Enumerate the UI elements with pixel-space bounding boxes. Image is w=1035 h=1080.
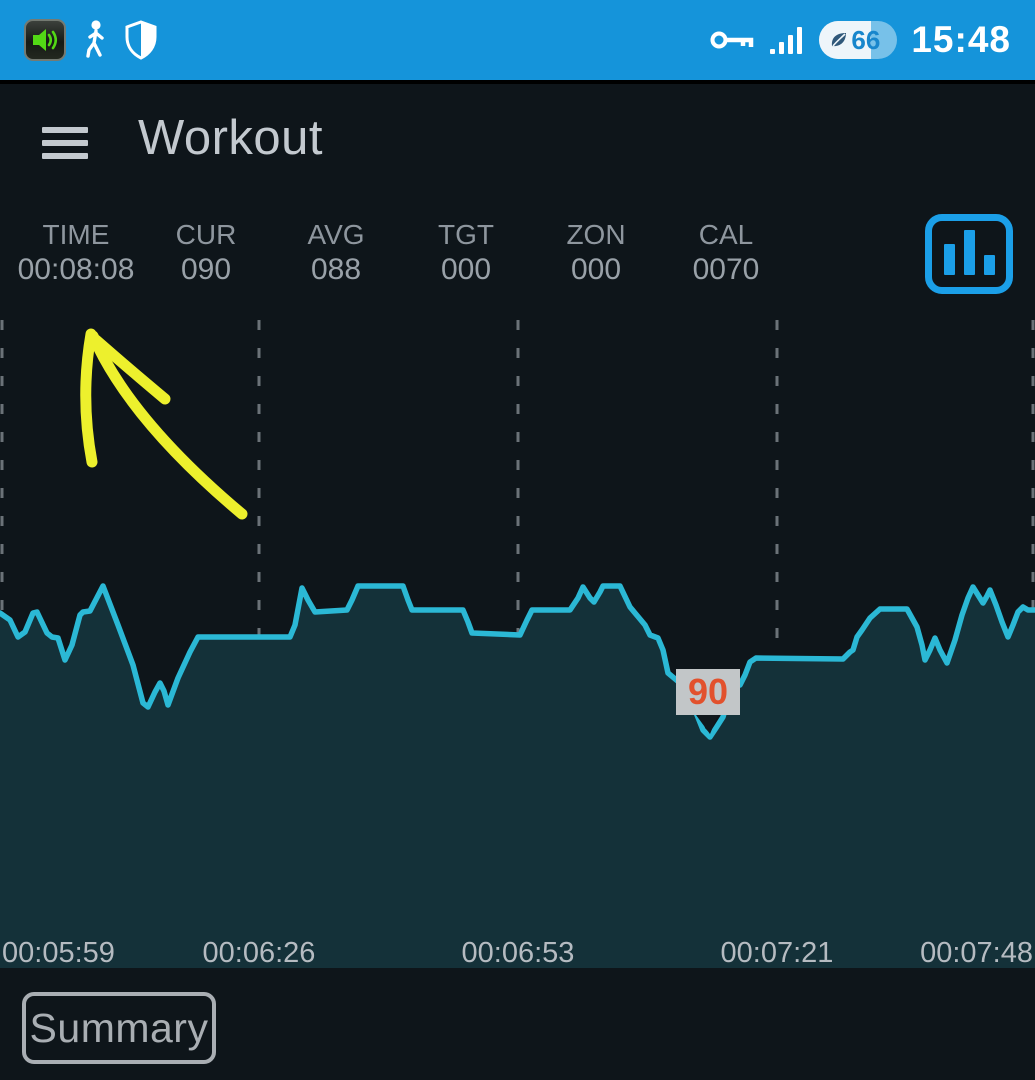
x-tick-label: 00:05:59 — [2, 937, 115, 969]
bar-chart-icon[interactable] — [925, 214, 1013, 294]
heart-rate-chart[interactable]: 00:05:59 00:06:26 00:06:53 00:07:21 00:0… — [0, 310, 1035, 970]
walking-person-icon — [86, 20, 104, 58]
status-bar: 66 15:48 — [0, 0, 1035, 80]
vpn-key-icon — [710, 31, 754, 49]
battery-saver-leaf-icon — [832, 33, 847, 47]
stat-calories: CAL 0070 — [692, 219, 760, 286]
battery-saver-indicator: 66 — [819, 21, 898, 59]
shield-security-icon — [125, 20, 157, 60]
value-tooltip: 90 — [676, 669, 740, 734]
signal-strength-icon — [770, 27, 803, 54]
battery-fill-level — [819, 21, 871, 59]
page-title: Workout — [138, 111, 324, 165]
stat-time: TIME 00:08:08 — [17, 219, 135, 286]
status-time: 15:48 — [911, 19, 1011, 60]
stat-current-hr: CUR 090 — [175, 219, 237, 286]
arrow-annotation-icon — [80, 328, 248, 520]
hamburger-menu-icon[interactable] — [42, 127, 88, 159]
stat-zone: ZON 000 — [566, 219, 626, 286]
heart-rate-area-fill — [0, 586, 1035, 968]
x-tick-label: 00:06:53 — [462, 937, 575, 969]
stat-target: TGT 000 — [438, 219, 494, 286]
summary-button[interactable]: Summary — [22, 992, 216, 1064]
status-bar-divider — [0, 80, 1035, 84]
x-axis-labels: 00:05:59 00:06:26 00:06:53 00:07:21 00:0… — [2, 937, 1033, 969]
tooltip-value: 90 — [688, 671, 728, 712]
battery-percent: 66 — [851, 25, 881, 55]
x-tick-label: 00:07:48 — [920, 937, 1033, 969]
x-tick-label: 00:07:21 — [721, 937, 834, 969]
workout-stats-row: TIME 00:08:08 CUR 090 AVG 088 TGT 000 ZO… — [11, 218, 791, 288]
stat-average-hr: AVG 088 — [307, 219, 365, 286]
volume-media-icon — [24, 19, 66, 61]
x-tick-label: 00:06:26 — [203, 937, 316, 969]
heart-rate-line — [0, 583, 1035, 740]
